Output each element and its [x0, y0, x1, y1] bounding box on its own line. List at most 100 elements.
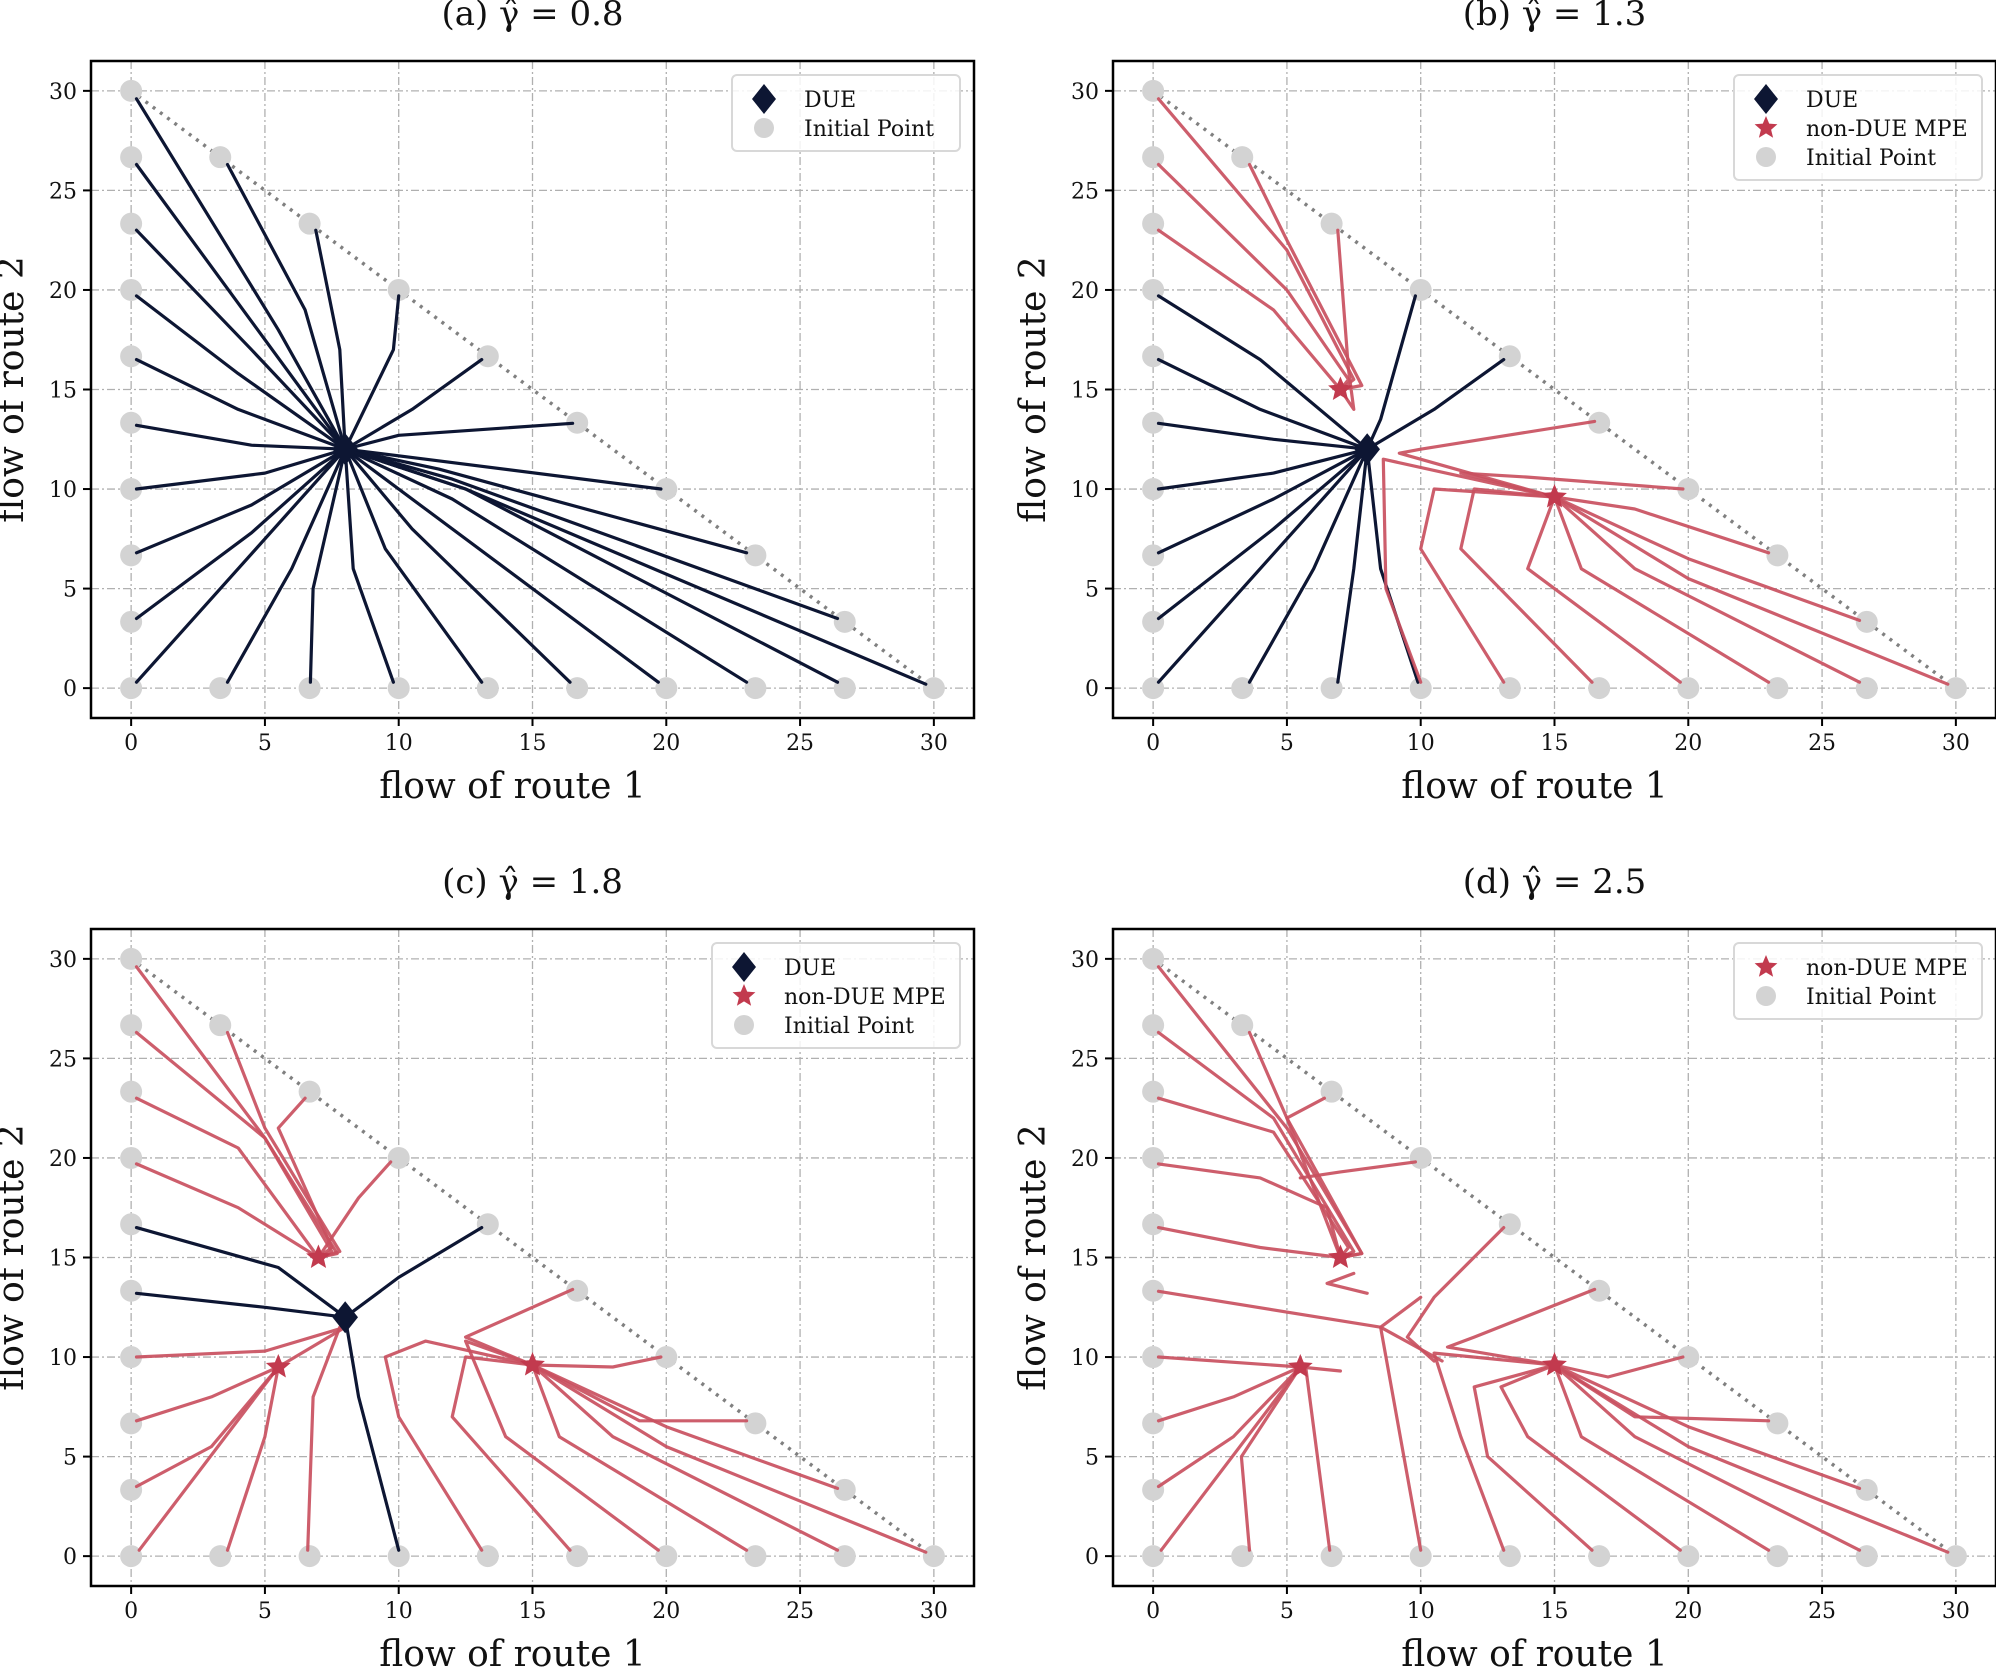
- trajectory-to-mpe: [530, 1363, 749, 1423]
- y-tick-label: 25: [49, 179, 77, 204]
- trajectory-to-mpe: [1552, 495, 1862, 684]
- initial-point: [1142, 544, 1165, 567]
- y-tick-label: 5: [1085, 578, 1099, 603]
- initial-point: [120, 345, 143, 368]
- initial-point: [120, 478, 143, 501]
- initial-point: [476, 1213, 499, 1236]
- trajectory-to-due: [1365, 358, 1506, 451]
- trajectory-to-mpe: [1499, 1363, 1682, 1552]
- trajectory-to-mpe: [134, 1096, 320, 1260]
- y-tick-label: 20: [1071, 279, 1099, 304]
- initial-point: [1677, 1545, 1700, 1568]
- trajectory-to-mpe: [1552, 1363, 1862, 1552]
- legend-star-icon: [1754, 116, 1778, 138]
- panel-c: (c) γ̂ = 1.8 flow of route 1 flow of rou…: [0, 862, 976, 1667]
- initial-point: [1142, 1346, 1165, 1369]
- initial-point: [1142, 1014, 1165, 1037]
- trajectory-to-mpe: [1159, 1365, 1302, 1552]
- initial-point: [1409, 677, 1432, 700]
- initial-point: [833, 677, 856, 700]
- initial-point: [922, 1545, 945, 1568]
- initial-point: [1231, 677, 1254, 700]
- x-tick-label: 25: [786, 1599, 814, 1624]
- trajectory-to-mpe: [1445, 1287, 1597, 1367]
- trajectory-to-due: [134, 97, 347, 451]
- x-tick-label: 5: [1280, 1599, 1294, 1624]
- trajectory-to-due: [343, 1315, 401, 1552]
- initial-point: [120, 1478, 143, 1501]
- x-tick-label: 25: [1808, 731, 1836, 756]
- initial-point: [209, 677, 232, 700]
- y-tick-label: 5: [63, 1446, 77, 1471]
- x-tick-label: 20: [652, 1599, 680, 1624]
- trajectory-to-mpe: [1336, 228, 1356, 411]
- y-tick-label: 10: [1071, 478, 1099, 503]
- trajectory-to-due: [343, 447, 484, 684]
- initial-point: [120, 1279, 143, 1302]
- y-axis-label: flow of route 2: [0, 1124, 32, 1391]
- trajectory-to-due: [225, 162, 347, 451]
- y-tick-label: 5: [63, 578, 77, 603]
- initial-point: [1498, 345, 1521, 368]
- x-tick-label: 30: [920, 731, 948, 756]
- x-tick-label: 25: [1808, 1599, 1836, 1624]
- trajectory-to-mpe: [1156, 1030, 1356, 1260]
- initial-point: [1409, 1146, 1432, 1169]
- mpe-star-marker: [1287, 1354, 1313, 1378]
- legend-box: [1733, 942, 1983, 1020]
- initial-point: [120, 610, 143, 633]
- y-tick-label: 20: [1071, 1147, 1099, 1172]
- y-tick-label: 15: [1071, 379, 1099, 404]
- initial-point: [1498, 1213, 1521, 1236]
- initial-point: [1142, 1478, 1165, 1501]
- trajectory-to-due: [343, 447, 749, 684]
- trajectory-to-due: [1156, 294, 1369, 451]
- panel-title: (d) γ̂ = 2.5: [1463, 862, 1647, 902]
- trajectory-to-mpe: [450, 1355, 572, 1552]
- mpe-star-marker: [1542, 484, 1567, 508]
- trajectory-to-due: [134, 162, 347, 451]
- trajectory-to-due: [134, 447, 347, 491]
- initial-point: [1320, 1545, 1343, 1568]
- trajectory-to-mpe: [276, 1096, 334, 1260]
- initial-point: [1142, 1213, 1165, 1236]
- trajectory-to-mpe: [1239, 1365, 1302, 1552]
- initial-point: [833, 1545, 856, 1568]
- trajectory-to-mpe: [1156, 1355, 1343, 1373]
- initial-point: [1588, 677, 1611, 700]
- x-axis-label: flow of route 1: [1401, 766, 1668, 807]
- initial-point: [120, 544, 143, 567]
- y-tick-label: 25: [1071, 179, 1099, 204]
- trajectory-to-mpe: [1325, 1271, 1369, 1295]
- y-tick-label: 0: [63, 677, 77, 702]
- initial-point: [387, 278, 410, 301]
- initial-point: [1409, 278, 1432, 301]
- initial-point: [1944, 677, 1967, 700]
- legend-label: Initial Point: [1806, 146, 1936, 171]
- initial-point: [120, 947, 143, 970]
- legend-diamond-icon: [1754, 84, 1778, 114]
- trajectory-to-due: [1156, 447, 1369, 555]
- trajectory-to-mpe: [137, 1365, 280, 1552]
- x-tick-label: 15: [519, 731, 547, 756]
- initial-point: [655, 677, 678, 700]
- initial-point: [744, 1545, 767, 1568]
- initial-point: [566, 1279, 589, 1302]
- x-tick-label: 30: [1942, 1599, 1970, 1624]
- x-tick-label: 10: [385, 731, 413, 756]
- initial-point: [1855, 610, 1878, 633]
- initial-point: [298, 1545, 321, 1568]
- due-diamond-marker: [332, 1301, 358, 1334]
- plot-area: [120, 79, 945, 700]
- trajectory-to-due: [1156, 447, 1369, 684]
- initial-point: [744, 1412, 767, 1435]
- initial-point: [744, 677, 767, 700]
- y-tick-label: 20: [49, 279, 77, 304]
- trajectory-to-mpe: [1552, 1363, 1862, 1491]
- trajectory-to-mpe: [1405, 1225, 1506, 1363]
- y-tick-label: 30: [1071, 80, 1099, 105]
- trajectory-to-mpe: [1526, 495, 1682, 684]
- x-tick-label: 15: [1541, 1599, 1569, 1624]
- x-tick-label: 30: [920, 1599, 948, 1624]
- trajectory-to-mpe: [1552, 495, 1771, 684]
